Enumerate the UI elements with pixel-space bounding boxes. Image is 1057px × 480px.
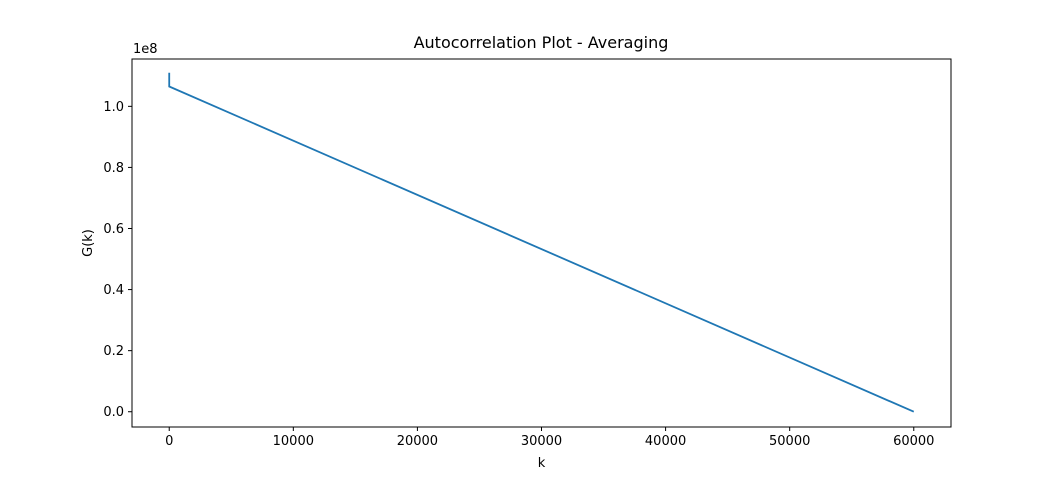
x-tick-label: 0 bbox=[165, 434, 173, 449]
x-tick-label: 50000 bbox=[769, 434, 810, 449]
x-tick-label: 10000 bbox=[273, 434, 314, 449]
y-tick-label: 0.8 bbox=[103, 161, 124, 176]
x-tick-label: 30000 bbox=[521, 434, 562, 449]
y-axis-label: G(k) bbox=[81, 229, 96, 257]
series-line-0 bbox=[168, 72, 915, 413]
x-tick-label: 20000 bbox=[397, 434, 438, 449]
y-axis-offset-label: 1e8 bbox=[133, 42, 158, 57]
x-tick-label: 40000 bbox=[645, 434, 686, 449]
y-tick-label: 1.0 bbox=[103, 100, 124, 115]
chart-title: Autocorrelation Plot - Averaging bbox=[414, 33, 669, 52]
y-tick-label: 0.0 bbox=[103, 405, 124, 420]
plot-layer bbox=[168, 72, 915, 413]
y-tick-label: 0.4 bbox=[103, 283, 124, 298]
x-axis-ticks: 0 10000 20000 30000 40000 50000 60000 bbox=[165, 427, 934, 449]
plot-frame bbox=[131, 58, 952, 428]
x-tick-label: 60000 bbox=[893, 434, 934, 449]
y-axis-ticks: 0.0 0.2 0.4 0.6 0.8 1.0 bbox=[103, 100, 132, 420]
y-tick-label: 0.6 bbox=[103, 222, 124, 237]
y-tick-label: 0.2 bbox=[103, 344, 124, 359]
x-axis-label: k bbox=[538, 456, 546, 471]
